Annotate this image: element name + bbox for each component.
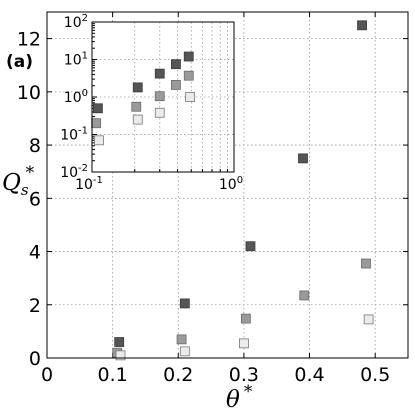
inset-y-ticks: 10-2 10-1 100 101 102: [60, 13, 97, 181]
inset-data-point: [171, 80, 181, 90]
inset-data-point: [154, 68, 165, 79]
x-axis-label-base: θ: [226, 387, 240, 413]
inset-data-point: [91, 118, 102, 129]
inset-data-point: [183, 70, 194, 81]
inset-data-point: [154, 107, 165, 118]
inset-data-point: [132, 114, 143, 125]
main-data-point: [240, 313, 251, 324]
inset-data-point: [185, 92, 195, 102]
main-y-tick-label: 4: [29, 242, 41, 264]
x-axis-label: θ *: [226, 382, 253, 413]
main-y-ticks: 0 2 4 6 8 10 12: [17, 29, 408, 370]
inset-y-tick-label: 101: [64, 51, 88, 69]
main-x-tick-label: 0.2: [163, 364, 193, 386]
y-axis-label-sub: s: [21, 181, 29, 199]
main-data-point: [299, 290, 310, 301]
main-data-point: [361, 258, 371, 269]
inset-data-point: [131, 101, 142, 112]
inset-data-point: [94, 135, 104, 146]
main-data-point: [115, 350, 126, 361]
main-data-point: [114, 337, 125, 347]
inset-x-tick-label: 100: [219, 175, 243, 193]
inset-y-tick-label: 100: [64, 88, 88, 106]
main-data-point: [239, 338, 249, 349]
inset-data-point: [183, 51, 194, 62]
x-axis-label-sup: *: [244, 382, 253, 402]
main-y-tick-label: 10: [17, 82, 41, 104]
main-x-tick-label: 0: [41, 364, 53, 386]
inset-y-tick-label: 102: [64, 13, 88, 31]
inset-markers: [91, 51, 195, 146]
inset-x-tick-label: 10-1: [75, 175, 103, 193]
main-y-tick-label: 0: [29, 348, 41, 370]
main-data-point: [357, 20, 367, 31]
main-x-tick-label: 0.5: [360, 364, 390, 386]
inset-y-tick-label: 10-1: [60, 126, 88, 144]
main-y-tick-label: 8: [29, 135, 41, 157]
main-data-point: [176, 334, 187, 345]
inset-axes-frame: [91, 21, 235, 173]
y-axis-label-sup: *: [26, 163, 35, 183]
main-y-tick-label: 2: [29, 295, 41, 317]
main-data-point: [179, 298, 190, 309]
main-data-point: [363, 314, 374, 325]
main-data-point: [245, 241, 256, 252]
main-plot: 0 0.1 0.2 0.3 0.4 0.5 0 2 4 6 8 10 12: [17, 11, 409, 386]
y-axis-label-base: Q: [2, 170, 21, 196]
main-data-point: [298, 153, 308, 164]
main-y-tick-label: 12: [17, 29, 41, 51]
inset-grid: [92, 22, 234, 172]
inset-data-point: [92, 103, 103, 114]
main-x-ticks: 0 0.1 0.2 0.3 0.4 0.5: [41, 12, 390, 386]
main-x-tick-label: 0.3: [229, 364, 259, 386]
main-x-tick-label: 0.1: [98, 364, 128, 386]
main-y-tick-label: 6: [29, 188, 41, 210]
inset-data-point: [154, 91, 165, 102]
inset-data-point: [132, 82, 143, 93]
inset-y-tick-label: 10-2: [60, 163, 88, 181]
main-x-tick-label: 0.4: [294, 364, 324, 386]
main-data-point: [179, 346, 190, 357]
main-axes-frame: [46, 11, 409, 359]
inset-data-point: [171, 59, 181, 70]
panel-label: (a): [6, 52, 33, 72]
y-axis-label: Qs*: [2, 163, 35, 199]
main-markers: [112, 20, 374, 361]
